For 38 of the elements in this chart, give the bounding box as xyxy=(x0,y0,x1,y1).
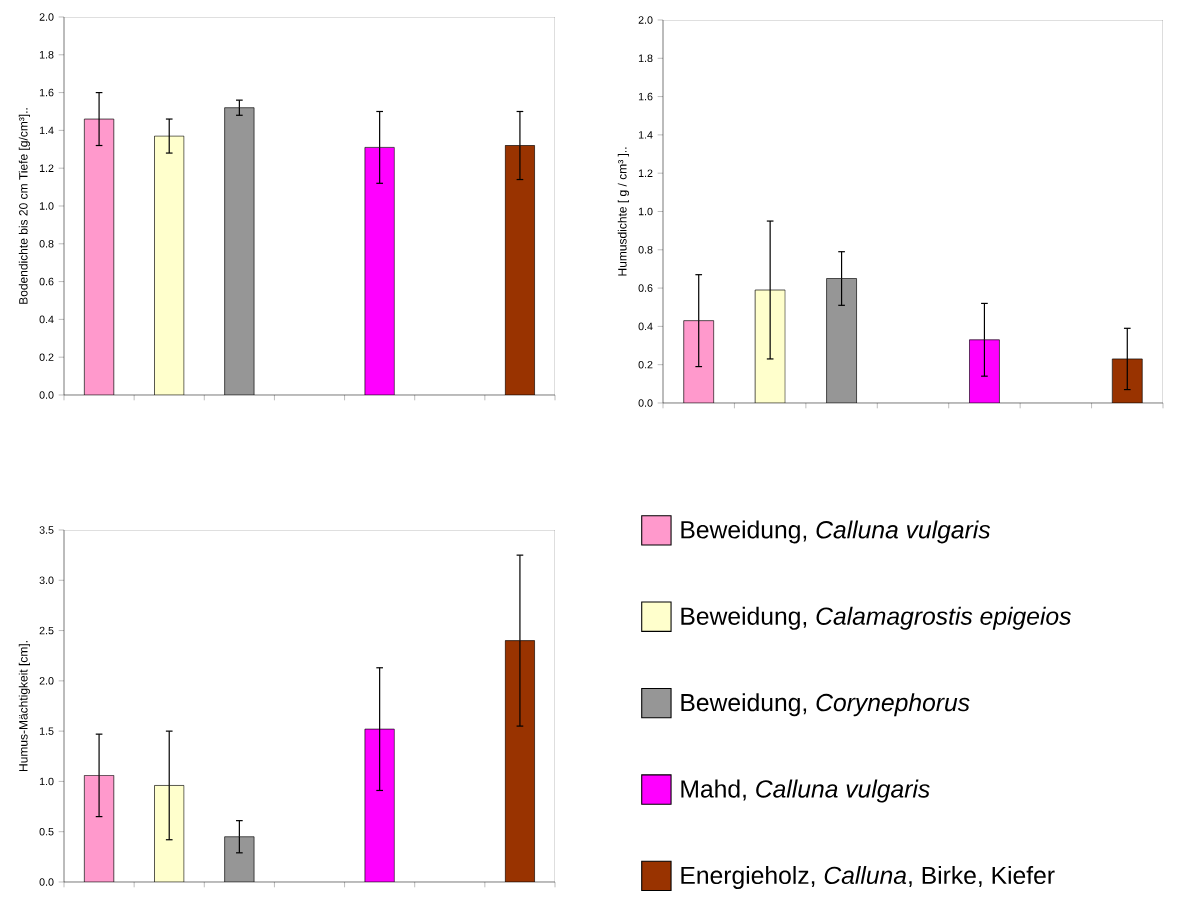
y-tick-label: 2.0 xyxy=(39,677,54,685)
y-tick-label: 2.0 xyxy=(638,16,653,24)
y-axis-title: Bodendichte bis 20 cm Tiefe [g/cm³].. xyxy=(18,108,30,304)
y-tick-label: 1.4 xyxy=(39,126,54,135)
y-tick-label: 0.8 xyxy=(39,240,54,248)
y-tick-label: 0.4 xyxy=(638,322,653,331)
y-tick-label: 2.0 xyxy=(39,13,54,21)
y-tick-label: 1.6 xyxy=(638,92,653,101)
legend-label: Mahd, Calluna vulgaris xyxy=(681,779,930,803)
y-tick-label: 1.4 xyxy=(638,131,653,139)
y-tick-label: 0.6 xyxy=(638,284,653,292)
y-tick-label: 1.5 xyxy=(39,727,54,735)
y-tick-label: 0.2 xyxy=(39,353,54,361)
y-tick-label: 0.6 xyxy=(39,277,54,286)
y-tick-label: 0.4 xyxy=(39,315,54,324)
y-tick-label: 1.0 xyxy=(638,207,653,216)
legend-label: Beweidung, Corynephorus xyxy=(681,693,970,717)
y-tick-label: 1.8 xyxy=(638,54,653,63)
legend-label: Beweidung, Calluna vulgaris xyxy=(681,520,991,544)
y-tick-label: 1.6 xyxy=(39,88,54,97)
legend-label: Energieholz, Calluna, Birke, Kiefer xyxy=(681,865,1055,889)
y-tick-label: 0.0 xyxy=(39,391,54,399)
y-tick-label: 0.8 xyxy=(638,246,653,254)
y-tick-label: 3.5 xyxy=(39,526,54,534)
y-tick-label: 1.8 xyxy=(39,51,54,59)
y-tick-label: 0.5 xyxy=(39,827,54,836)
y-tick-label: 1.0 xyxy=(39,202,54,210)
y-tick-label: 0.0 xyxy=(638,399,653,407)
y-tick-label: 1.2 xyxy=(39,164,54,172)
y-tick-label: 1.2 xyxy=(638,169,653,177)
y-tick-label: 2.5 xyxy=(39,626,54,635)
y-axis-title: Humusdichte [ g / cm³ ].. xyxy=(617,147,629,276)
y-tick-label: 1.0 xyxy=(39,777,54,786)
y-tick-label: 0.0 xyxy=(39,878,54,886)
y-tick-label: 3.0 xyxy=(39,576,54,585)
y-axis-title: Humus-Mächtigkeit [cm]. xyxy=(18,641,30,772)
legend-label: Beweidung, Calamagrostis epigeios xyxy=(681,606,1071,630)
y-tick-label: 0.2 xyxy=(638,360,653,369)
